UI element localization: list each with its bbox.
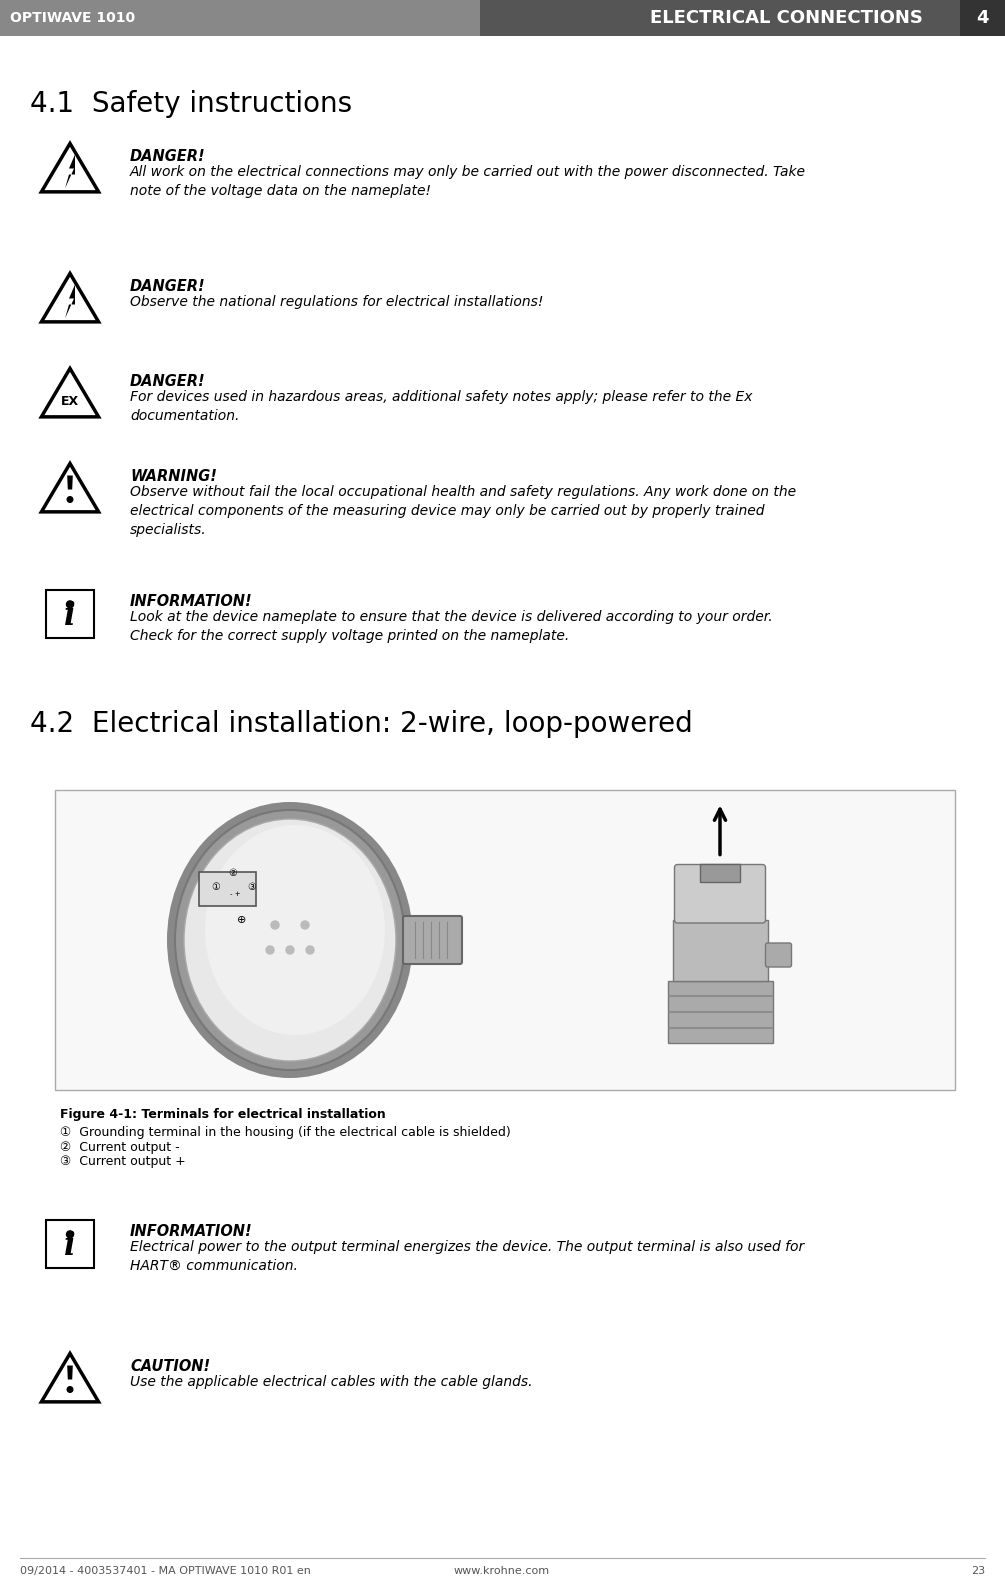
Circle shape [66, 601, 73, 608]
Text: www.krohne.com: www.krohne.com [454, 1566, 550, 1577]
Bar [480, 0, 960, 37]
Text: INFORMATION!: INFORMATION! [130, 593, 252, 609]
Polygon shape [41, 274, 98, 321]
Text: 23: 23 [971, 1566, 985, 1577]
Circle shape [306, 947, 314, 955]
Bar [46, 590, 94, 638]
Text: Figure 4-1: Terminals for electrical installation: Figure 4-1: Terminals for electrical ins… [60, 1107, 386, 1122]
Bar [0, 0, 480, 37]
Text: Electrical power to the output terminal energizes the device. The output termina: Electrical power to the output terminal … [130, 1239, 804, 1273]
Bar [55, 791, 955, 1090]
Polygon shape [41, 463, 98, 512]
Text: DANGER!: DANGER! [130, 374, 206, 390]
Polygon shape [41, 369, 98, 417]
Circle shape [302, 921, 309, 929]
FancyBboxPatch shape [667, 982, 773, 1042]
Ellipse shape [205, 826, 385, 1036]
Text: CAUTION!: CAUTION! [130, 1359, 210, 1375]
Text: WARNING!: WARNING! [130, 469, 217, 484]
Text: DANGER!: DANGER! [130, 278, 206, 294]
Text: i: i [64, 601, 75, 632]
Text: Use the applicable electrical cables with the cable glands.: Use the applicable electrical cables wit… [130, 1375, 533, 1389]
Text: 4: 4 [976, 10, 988, 27]
Text: ①: ① [212, 881, 220, 893]
Text: OPTIWAVE 1010: OPTIWAVE 1010 [10, 11, 135, 25]
Text: ②  Current output -: ② Current output - [60, 1141, 180, 1153]
Text: - +: - + [230, 891, 240, 897]
Text: All work on the electrical connections may only be carried out with the power di: All work on the electrical connections m… [130, 165, 806, 197]
Ellipse shape [175, 810, 405, 1071]
Polygon shape [41, 1354, 98, 1402]
Polygon shape [67, 1365, 72, 1379]
Text: ①  Grounding terminal in the housing (if the electrical cable is shielded): ① Grounding terminal in the housing (if … [60, 1126, 511, 1139]
FancyBboxPatch shape [672, 920, 768, 982]
Text: 4.2  Electrical installation: 2-wire, loop-powered: 4.2 Electrical installation: 2-wire, loo… [30, 710, 692, 738]
Circle shape [266, 947, 274, 955]
Text: DANGER!: DANGER! [130, 150, 206, 164]
FancyBboxPatch shape [403, 916, 462, 964]
Circle shape [286, 947, 294, 955]
Ellipse shape [184, 819, 396, 1061]
Polygon shape [65, 285, 75, 318]
Text: ②: ② [228, 869, 237, 878]
Text: 09/2014 - 4003537401 - MA OPTIWAVE 1010 R01 en: 09/2014 - 4003537401 - MA OPTIWAVE 1010 … [20, 1566, 311, 1577]
Text: Observe without fail the local occupational health and safety regulations. Any w: Observe without fail the local occupatio… [130, 485, 796, 536]
Text: EX: EX [61, 395, 79, 407]
FancyBboxPatch shape [766, 943, 792, 967]
Polygon shape [41, 143, 98, 193]
Text: ③: ③ [247, 881, 256, 893]
Text: For devices used in hazardous areas, additional safety notes apply; please refer: For devices used in hazardous areas, add… [130, 390, 753, 423]
Text: INFORMATION!: INFORMATION! [130, 1223, 252, 1239]
Circle shape [271, 921, 279, 929]
Text: Look at the device nameplate to ensure that the device is delivered according to: Look at the device nameplate to ensure t… [130, 609, 773, 643]
Text: ③  Current output +: ③ Current output + [60, 1155, 186, 1168]
Bar [960, 0, 1005, 37]
Text: 4.1  Safety instructions: 4.1 Safety instructions [30, 91, 352, 118]
FancyBboxPatch shape [199, 872, 256, 905]
Polygon shape [65, 154, 75, 188]
Circle shape [67, 1387, 72, 1392]
Text: i: i [64, 1231, 75, 1262]
FancyBboxPatch shape [700, 864, 740, 881]
Circle shape [66, 1231, 73, 1238]
Circle shape [67, 496, 72, 503]
Text: ⊕: ⊕ [237, 915, 246, 924]
Text: Observe the national regulations for electrical installations!: Observe the national regulations for ele… [130, 294, 544, 309]
Bar [46, 1220, 94, 1268]
Polygon shape [67, 476, 72, 490]
Text: ELECTRICAL CONNECTIONS: ELECTRICAL CONNECTIONS [650, 10, 923, 27]
Ellipse shape [167, 802, 413, 1079]
FancyBboxPatch shape [674, 864, 766, 923]
